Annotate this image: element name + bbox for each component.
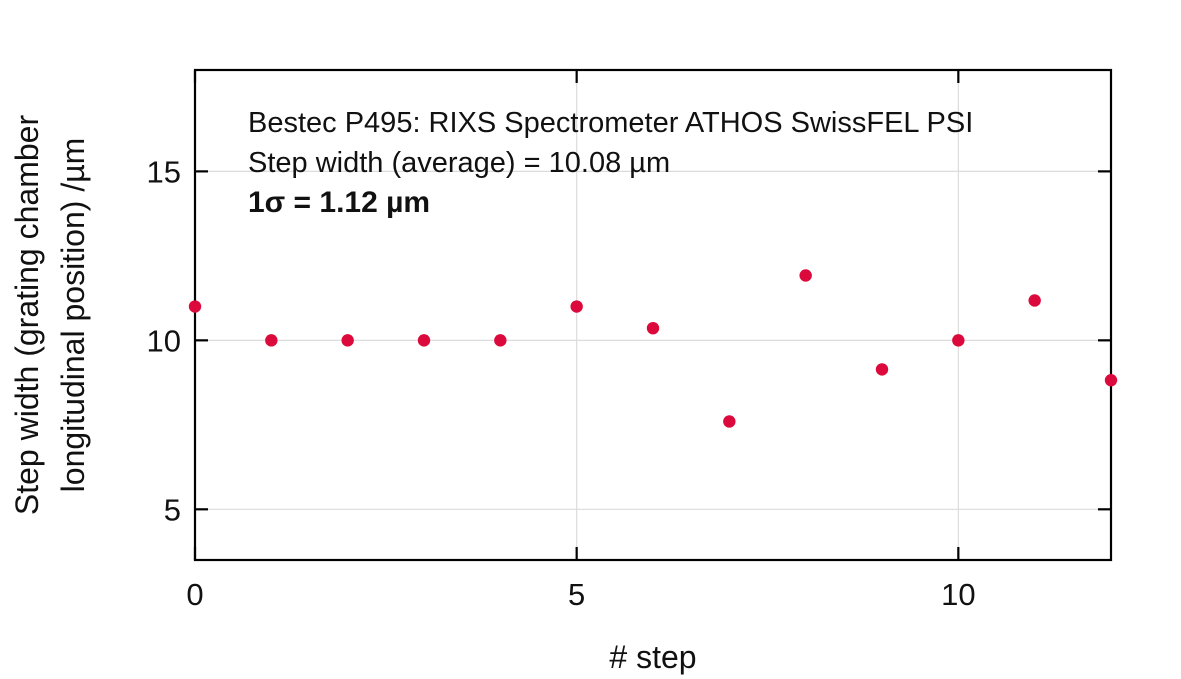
y-tick-label: 5 [164,492,181,527]
y-axis-title-line2: longitudinal position) /µm [55,138,91,493]
y-axis-title-line1: Step width (grating chamber [9,115,45,516]
tick-labels: 0 5 10 5 10 15 [147,154,976,612]
chart-annotation: Bestec P495: RIXS Spectrometer ATHOS Swi… [248,103,973,223]
y-tick-label: 10 [147,323,181,358]
annotation-title: Bestec P495: RIXS Spectrometer ATHOS Swi… [248,107,974,139]
y-tick-label: 15 [147,154,181,189]
x-tick-label: 10 [941,577,975,612]
data-point [494,334,507,347]
annotation-average: Step width (average) = 10.08 µm [248,147,671,179]
data-point [723,415,736,428]
data-point [1028,294,1041,307]
data-point [188,300,202,313]
plot-frame [193,68,1113,562]
annotation-sigma: 1σ = 1.12 µm [248,186,431,219]
data-point [646,321,660,335]
y-axis-title: Step width (grating chamber longitudinal… [9,115,91,516]
data-point [875,363,889,376]
data-point [1104,374,1118,387]
x-tick-label: 0 [186,577,203,612]
x-axis-title: # step [609,639,696,675]
data-point [265,334,278,347]
axis-ticks [193,70,1111,560]
x-tick-label: 5 [568,577,585,612]
data-point [952,334,965,347]
data-point [417,334,431,347]
data-point [341,334,354,347]
data-point [799,269,812,282]
data-point [570,300,583,313]
data-points [188,269,1118,428]
